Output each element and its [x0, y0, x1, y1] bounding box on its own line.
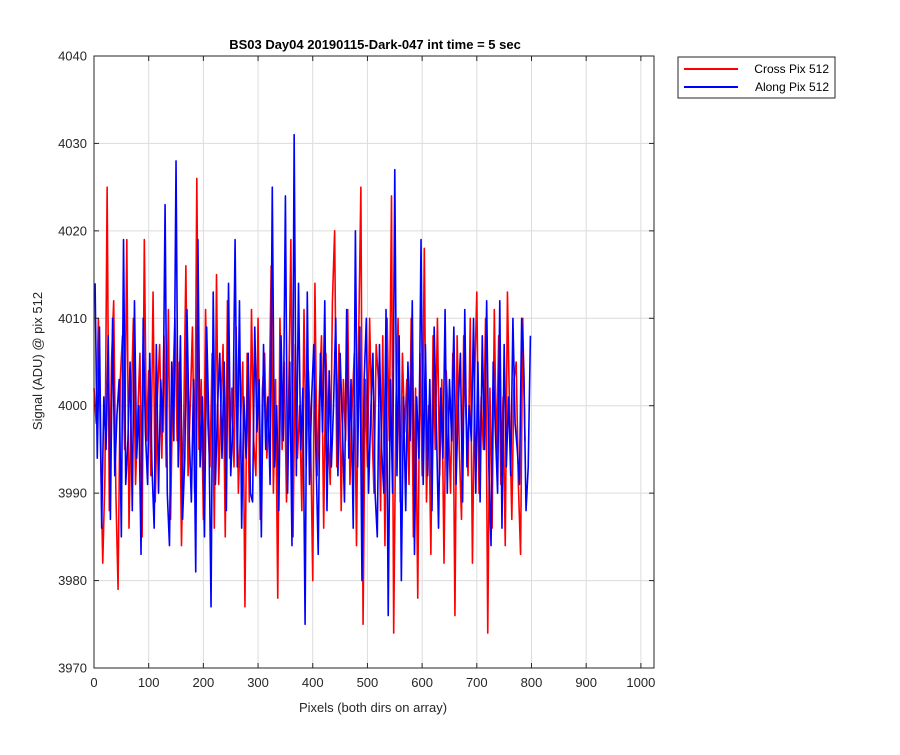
x-axis-label: Pixels (both dirs on array) — [299, 700, 447, 715]
y-axis-label: Signal (ADU) @ pix 512 — [30, 292, 45, 430]
y-tick-label: 3980 — [58, 573, 87, 588]
legend-label-along: Along Pix 512 — [755, 80, 829, 94]
y-tick-label: 4040 — [58, 49, 87, 64]
plot-frame — [93, 55, 655, 669]
x-tick-label: 600 — [411, 675, 433, 690]
y-tick-label: 3970 — [58, 661, 87, 676]
tick-layer: 0 100 200 300 400 500 600 700 800 900 1000 3970 3980… — [58, 49, 655, 691]
y-tick-label: 4010 — [58, 311, 87, 326]
y-tick-label: 3990 — [58, 486, 87, 501]
x-tick-label: 800 — [521, 675, 543, 690]
x-tick-label: 0 — [90, 675, 97, 690]
series-layer — [93, 133, 532, 634]
x-tick-label: 300 — [247, 675, 269, 690]
chart-title: BS03 Day04 20190115-Dark-047 int time = … — [229, 37, 521, 52]
legend-label-cross: Cross Pix 512 — [754, 62, 829, 76]
series-line-along-pix-512 — [94, 133, 532, 626]
label-layer: BS03 Day04 20190115-Dark-047 int time = … — [30, 37, 521, 715]
x-tick-label: 900 — [575, 675, 597, 690]
y-tick-label: 4030 — [58, 136, 87, 151]
x-tick-label: 500 — [357, 675, 379, 690]
x-tick-label: 1000 — [626, 675, 655, 690]
legend-box — [677, 56, 836, 99]
legend: Cross Pix 512 Along Pix 512 — [677, 56, 836, 99]
y-tick-label: 4000 — [58, 398, 87, 413]
y-tick-label: 4020 — [58, 223, 87, 238]
x-tick-label: 400 — [302, 675, 324, 690]
x-tick-label: 100 — [138, 675, 160, 690]
x-tick-label: 700 — [466, 675, 488, 690]
x-tick-label: 200 — [193, 675, 215, 690]
